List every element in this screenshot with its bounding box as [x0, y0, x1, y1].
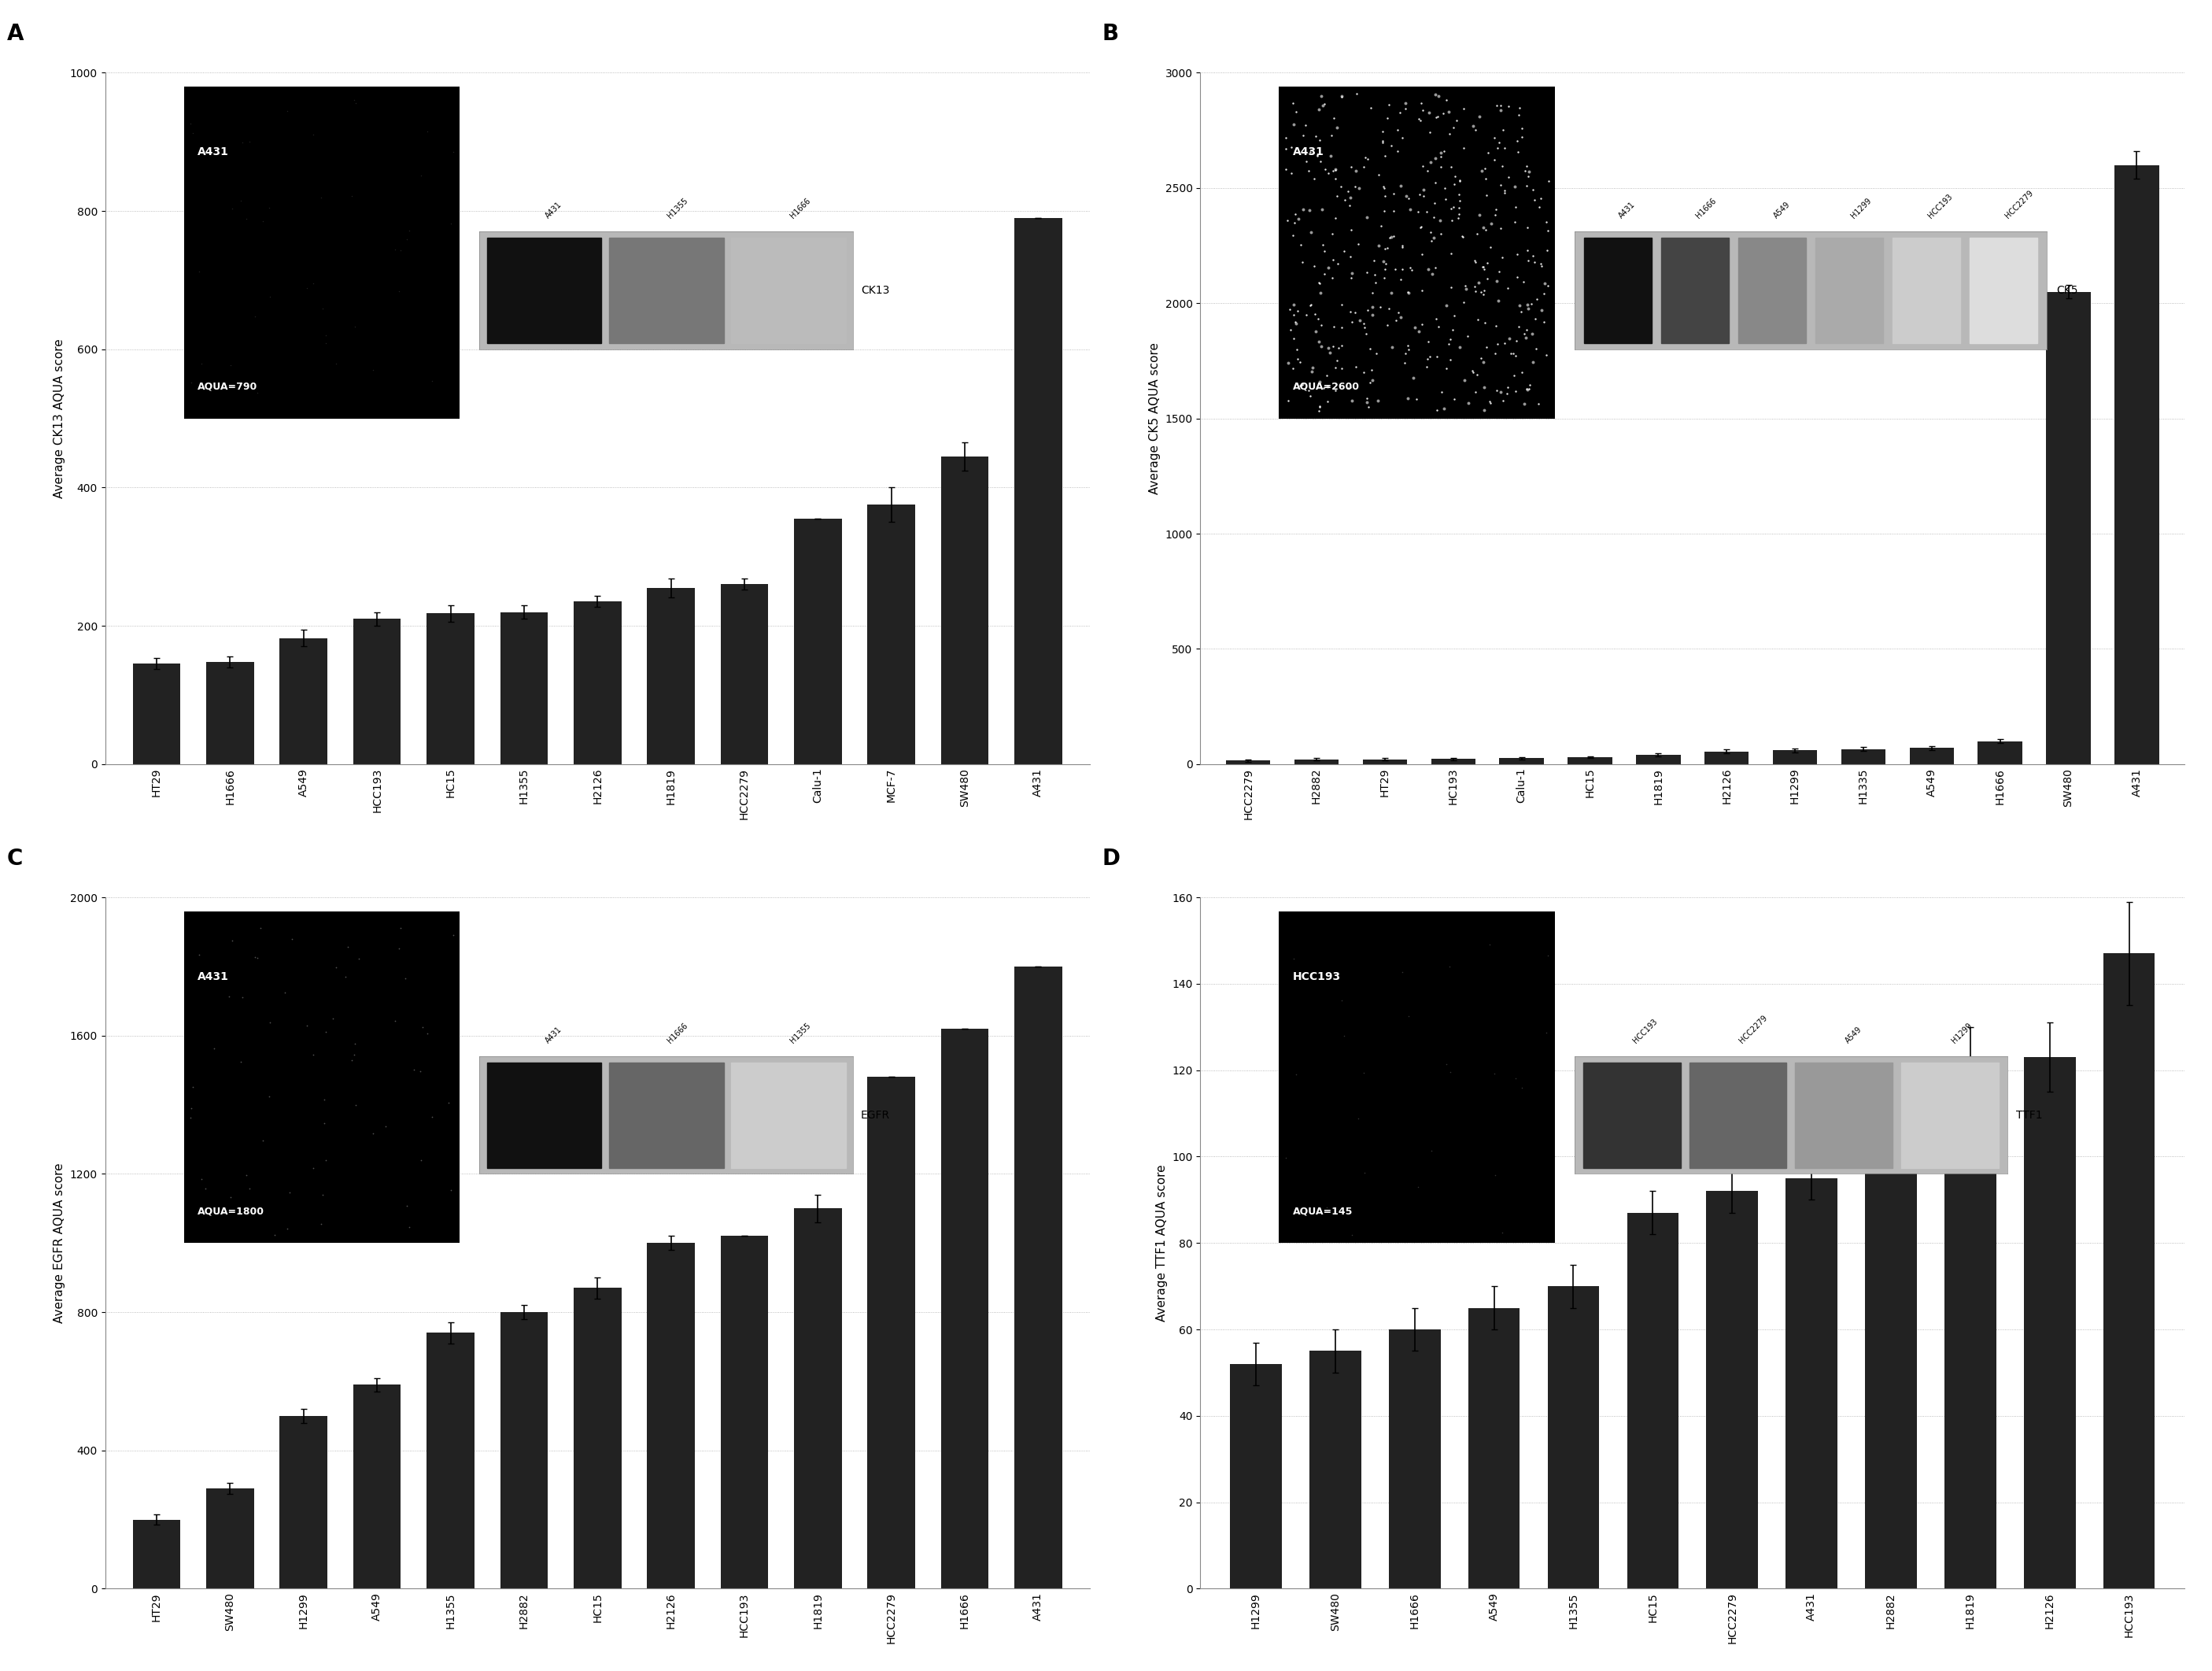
- Bar: [279, 1415, 327, 1589]
- Bar: [573, 1288, 622, 1589]
- Bar: [1637, 755, 1681, 764]
- Bar: [2115, 165, 2159, 764]
- Bar: [133, 663, 181, 764]
- Bar: [133, 1519, 181, 1589]
- Bar: [1294, 760, 1338, 764]
- Text: D: D: [1102, 847, 1119, 869]
- Y-axis label: Average CK13 AQUA score: Average CK13 AQUA score: [53, 339, 66, 498]
- Y-axis label: Average TTF1 AQUA score: Average TTF1 AQUA score: [1155, 1165, 1168, 1322]
- Bar: [1909, 749, 1953, 764]
- Bar: [1500, 759, 1544, 764]
- Bar: [1628, 1213, 1679, 1589]
- Bar: [1310, 1352, 1360, 1589]
- Bar: [1840, 749, 1885, 764]
- Bar: [2046, 292, 2090, 764]
- Bar: [721, 585, 768, 764]
- Bar: [648, 588, 695, 764]
- Bar: [1225, 760, 1270, 764]
- Bar: [721, 1237, 768, 1589]
- Y-axis label: Average CK5 AQUA score: Average CK5 AQUA score: [1148, 343, 1161, 495]
- Bar: [427, 1333, 473, 1589]
- Bar: [1772, 750, 1818, 764]
- Bar: [1944, 1061, 1995, 1589]
- Bar: [1568, 757, 1613, 764]
- Bar: [1363, 760, 1407, 764]
- Bar: [206, 662, 254, 764]
- Text: A: A: [7, 23, 24, 45]
- Bar: [2024, 1058, 2075, 1589]
- Bar: [573, 602, 622, 764]
- Y-axis label: Average EGFR AQUA score: Average EGFR AQUA score: [53, 1163, 66, 1323]
- Bar: [427, 613, 473, 764]
- Bar: [867, 1078, 916, 1589]
- Bar: [1230, 1364, 1281, 1589]
- Bar: [354, 618, 400, 764]
- Text: B: B: [1102, 23, 1119, 45]
- Bar: [1469, 1308, 1520, 1589]
- Bar: [2104, 954, 2154, 1589]
- Bar: [279, 638, 327, 764]
- Bar: [1978, 740, 2022, 764]
- Bar: [500, 1312, 549, 1589]
- Bar: [1389, 1330, 1440, 1589]
- Bar: [354, 1385, 400, 1589]
- Bar: [940, 456, 989, 764]
- Bar: [1705, 1191, 1759, 1589]
- Bar: [794, 518, 843, 764]
- Bar: [794, 1208, 843, 1589]
- Bar: [1548, 1287, 1599, 1589]
- Bar: [1015, 217, 1062, 764]
- Bar: [1705, 752, 1750, 764]
- Bar: [1431, 759, 1475, 764]
- Bar: [648, 1243, 695, 1589]
- Bar: [206, 1489, 254, 1589]
- Text: C: C: [7, 847, 22, 869]
- Bar: [1785, 1178, 1838, 1589]
- Bar: [1865, 1135, 1918, 1589]
- Bar: [867, 505, 916, 764]
- Bar: [500, 612, 549, 764]
- Bar: [940, 1029, 989, 1589]
- Bar: [1015, 966, 1062, 1589]
